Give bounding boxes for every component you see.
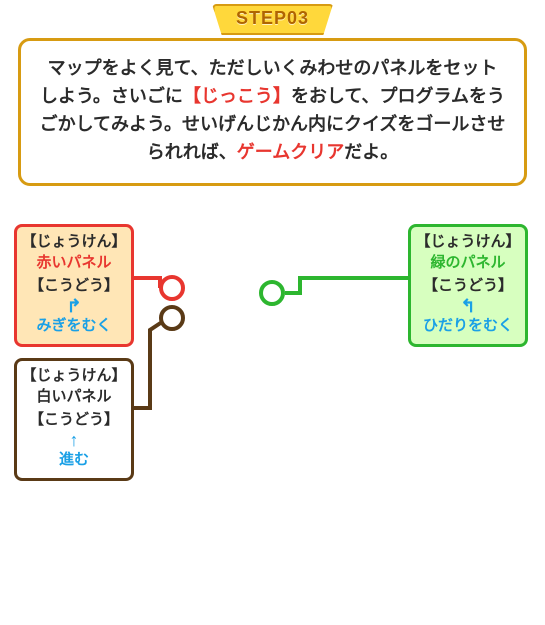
panel-red-koudou-label: 【こうどう】 (21, 277, 127, 296)
panel-white-koudou-label: 【こうどう】 (21, 411, 127, 430)
panel-white-koudou-value: 進む (21, 451, 127, 470)
panel-red: 【じょうけん】 赤いパネル 【こうどう】 ↱ みぎをむく (14, 224, 134, 347)
panel-white-jouken-label: 【じょうけん】 (21, 367, 127, 386)
ring-green (259, 280, 285, 306)
ring-white (159, 305, 185, 331)
panel-red-koudou-value: みぎをむく (21, 317, 127, 336)
panel-green-jouken-value: 緑のパネル (415, 254, 521, 273)
panel-green: 【じょうけん】 緑のパネル 【こうどう】 ↰ ひだりをむく (408, 224, 528, 347)
panel-green-jouken-label: 【じょうけん】 (415, 233, 521, 252)
stage: STEP03 マップをよく見て、ただしいくみわせのパネルをセットしよう。さいごに… (0, 0, 545, 625)
connector-red (134, 278, 160, 288)
step-badge: STEP03 (212, 4, 333, 35)
instruction-box: マップをよく見て、ただしいくみわせのパネルをセットしよう。さいごに【じっこう】を… (18, 38, 527, 186)
panel-white-jouken-value: 白いパネル (21, 388, 127, 407)
turn-left-icon: ↰ (415, 297, 521, 315)
step-badge-label: STEP03 (236, 8, 309, 28)
panel-red-jouken-label: 【じょうけん】 (21, 233, 127, 252)
instruction-hl2: ゲームクリア (237, 142, 344, 162)
instruction-hl1: 【じっこう】 (183, 86, 291, 106)
connector-green (285, 278, 408, 293)
panel-white: 【じょうけん】 白いパネル 【こうどう】 ↑ 進む (14, 358, 134, 481)
panel-green-koudou-label: 【こうどう】 (415, 277, 521, 296)
panel-red-jouken-value: 赤いパネル (21, 254, 127, 273)
connector-white (134, 322, 162, 408)
go-straight-icon: ↑ (21, 431, 127, 449)
ring-red (159, 275, 185, 301)
turn-right-icon: ↱ (21, 297, 127, 315)
instruction-post1: だよ。 (344, 142, 398, 162)
panel-green-koudou-value: ひだりをむく (415, 317, 521, 336)
